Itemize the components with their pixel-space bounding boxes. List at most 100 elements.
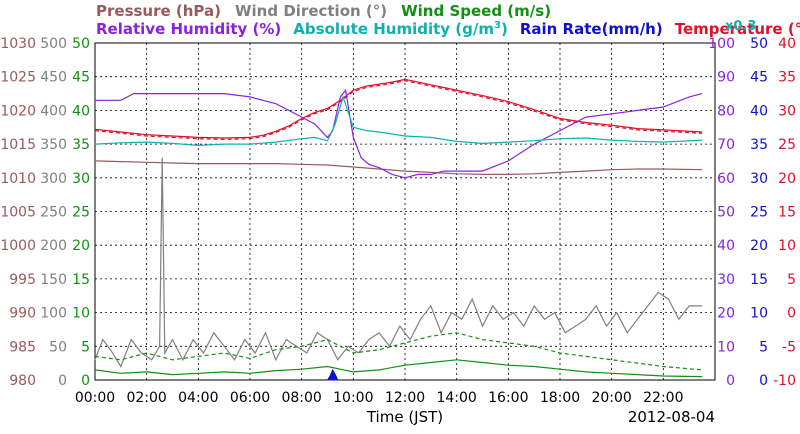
legend-entry: Pressure (hPa): [96, 2, 221, 20]
relative-humidity-tick-label: 30: [717, 272, 735, 288]
x-tick-label: 16:00: [488, 390, 528, 406]
x-tick-label: 08:00: [281, 390, 321, 406]
relative-humidity-tick-label: 50: [717, 205, 735, 221]
x-tick-label: 06:00: [230, 390, 270, 406]
wind-direction-tick-label: 450: [40, 70, 67, 86]
relative-humidity-tick-label: 70: [717, 137, 735, 153]
wind-speed-tick-label: 30: [72, 171, 90, 187]
wind-speed-tick-label: 50: [72, 36, 90, 52]
axis-labels: 00:00 02:00 04:00 06:00 08:00 10:00 12:00 14:00…: [0, 36, 796, 406]
series-rain-rate-mm-h: [326, 368, 339, 381]
pressure-tick-label: 990: [9, 306, 36, 322]
temperature-tick-label: 20: [778, 171, 796, 187]
rain-rate-tick-label: 10: [750, 306, 768, 322]
rain-rate-tick-label: 35: [750, 137, 768, 153]
x-tick-label: 02:00: [126, 390, 166, 406]
temperature-tick-label: 30: [778, 103, 796, 119]
temperature-tick-label: 5: [787, 272, 796, 288]
pressure-tick-label: 980: [9, 373, 36, 389]
pressure-tick-label: 1000: [0, 238, 36, 254]
series-temperature-dew: [94, 80, 703, 141]
rain-rate-tick-label: 0: [759, 373, 768, 389]
temperature-tick-label: 35: [778, 70, 796, 86]
series-wind-gust: [94, 332, 703, 371]
pressure-tick-label: 1030: [0, 36, 36, 52]
rain-scale-note: x0.3: [725, 19, 756, 34]
series-wind-direction: [94, 157, 703, 368]
series-wind-speed-m-s: [94, 359, 703, 378]
wind-speed-tick-label: 25: [72, 205, 90, 221]
rain-rate-tick-label: 20: [750, 238, 768, 254]
x-tick-label: 14:00: [436, 390, 476, 406]
pressure-tick-label: 1010: [0, 171, 36, 187]
series-temperature-c: [94, 78, 703, 139]
legend: Pressure (hPa) Wind Direction (°) Wind Spe…: [96, 2, 800, 38]
wind-direction-tick-label: 350: [40, 137, 67, 153]
wind-direction-tick-label: 0: [58, 373, 67, 389]
wind-direction-tick-label: 200: [40, 238, 67, 254]
temperature-tick-label: 0: [787, 306, 796, 322]
pressure-tick-label: 995: [9, 272, 36, 288]
series-relative-humidity: [95, 88, 703, 179]
legend-entry: Absolute Humidity (g/m: [293, 20, 494, 38]
pressure-tick-label: 1025: [0, 70, 36, 86]
relative-humidity-tick-label: 0: [726, 373, 735, 389]
wind-direction-tick-label: 400: [40, 103, 67, 119]
legend-row: Relative Humidity (%) Absolute Humidity (…: [96, 20, 800, 38]
x-tick-label: 00:00: [75, 390, 115, 406]
rain-rate-tick-label: 40: [750, 103, 768, 119]
temperature-tick-label: 10: [778, 238, 796, 254]
legend-entry: Relative Humidity (%): [96, 20, 281, 38]
legend-entry-sup: 3: [494, 20, 501, 31]
wind-direction-tick-label: 50: [49, 339, 67, 355]
legend-entry-suffix: °): [373, 2, 387, 20]
legend-entry-suffix: °C): [795, 20, 800, 38]
series-group: [94, 78, 703, 381]
wind-speed-tick-label: 40: [72, 103, 90, 119]
temperature-tick-label: 40: [778, 36, 796, 52]
relative-humidity-tick-label: 90: [717, 70, 735, 86]
temperature-tick-label: -5: [782, 339, 796, 355]
pressure-tick-label: 1015: [0, 137, 36, 153]
temperature-tick-label: -10: [773, 373, 796, 389]
temperature-tick-label: 25: [778, 137, 796, 153]
wind-speed-tick-label: 10: [72, 306, 90, 322]
legend-entry: Wind Direction (: [235, 2, 373, 20]
x-tick-label: 12:00: [385, 390, 425, 406]
x-axis-label: Time (JST): [366, 408, 443, 426]
pressure-tick-label: 1020: [0, 103, 36, 119]
rain-rate-tick-label: 30: [750, 171, 768, 187]
x-tick-label: 20:00: [591, 390, 631, 406]
legend-entry: Wind Speed (m/s): [401, 2, 551, 20]
x-tick-label: 10:00: [333, 390, 373, 406]
wind-speed-tick-label: 20: [72, 238, 90, 254]
pressure-tick-label: 1005: [0, 205, 36, 221]
legend-row: Pressure (hPa) Wind Direction (°) Wind Spe…: [96, 2, 551, 20]
temperature-tick-label: 15: [778, 205, 796, 221]
rain-rate-tick-label: 5: [759, 339, 768, 355]
rain-rate-tick-label: 50: [750, 36, 768, 52]
wind-direction-tick-label: 300: [40, 171, 67, 187]
x-tick-label: 18:00: [540, 390, 580, 406]
wind-speed-tick-label: 35: [72, 137, 90, 153]
rain-rate-tick-label: 15: [750, 272, 768, 288]
wind-direction-tick-label: 250: [40, 205, 67, 221]
relative-humidity-tick-label: 100: [708, 36, 735, 52]
series-absolute-humidity-g-m3: [94, 94, 703, 147]
relative-humidity-tick-label: 40: [717, 238, 735, 254]
rain-rate-tick-label: 45: [750, 70, 768, 86]
wind-speed-tick-label: 0: [81, 373, 90, 389]
date-label: 2012-08-04: [628, 408, 715, 426]
pressure-tick-label: 985: [9, 339, 36, 355]
relative-humidity-tick-label: 60: [717, 171, 735, 187]
relative-humidity-tick-label: 80: [717, 103, 735, 119]
legend-entry: Rain Rate(mm/h): [520, 20, 663, 38]
series-pressure-hpa: [94, 160, 703, 175]
legend-entry-suffix: ): [501, 20, 508, 38]
rain-rate-tick-label: 25: [750, 205, 768, 221]
relative-humidity-tick-label: 20: [717, 306, 735, 322]
legend-entry: Temperature (: [675, 20, 795, 38]
x-tick-label: 22:00: [643, 390, 683, 406]
wind-speed-tick-label: 15: [72, 272, 90, 288]
